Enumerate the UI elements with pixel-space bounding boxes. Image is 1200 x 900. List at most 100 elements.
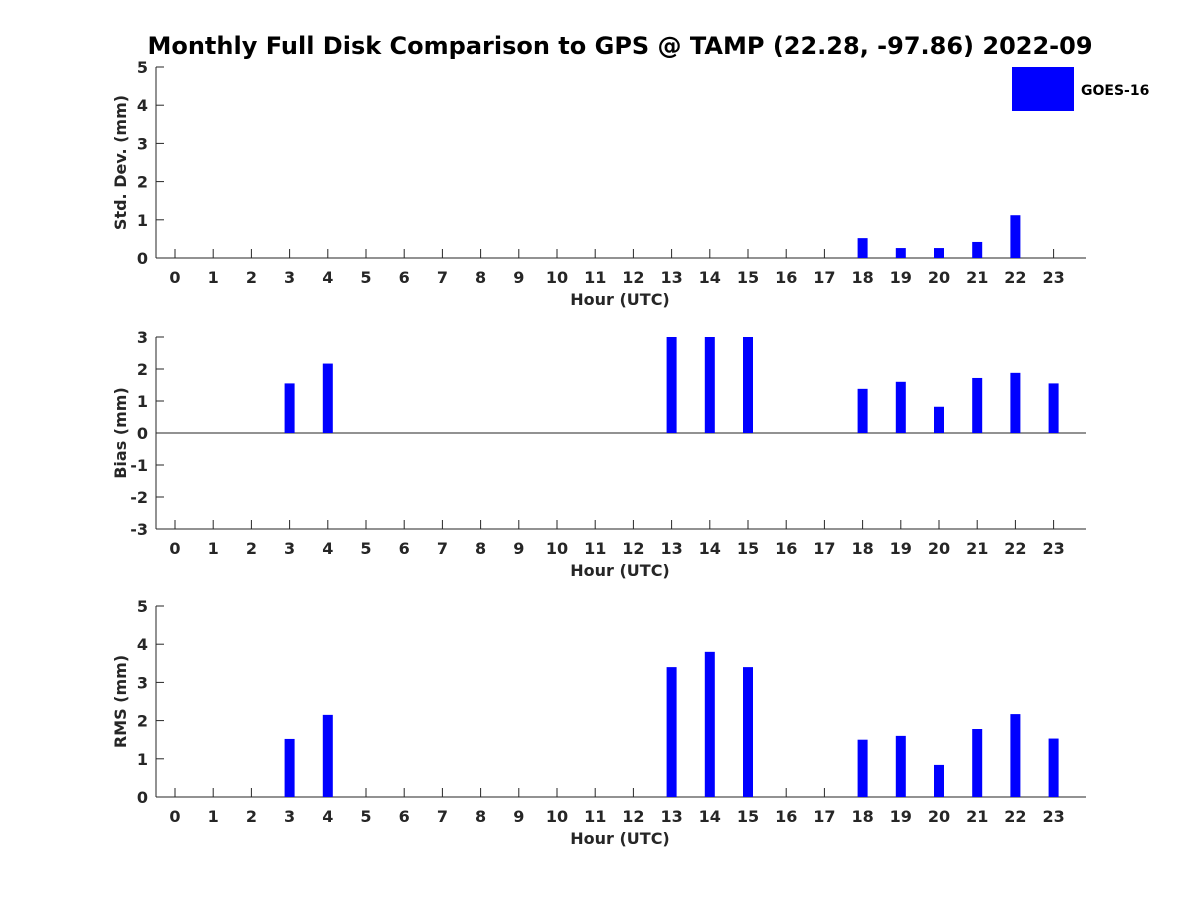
legend-swatch bbox=[1012, 67, 1074, 111]
bar-rms-hour-4 bbox=[322, 714, 333, 797]
x-tick-label: 14 bbox=[699, 268, 721, 287]
bar-std-dev-hour-20 bbox=[934, 248, 944, 258]
y-axis-label: RMS (mm) bbox=[111, 655, 130, 748]
bar-bias-hour-18 bbox=[857, 388, 868, 433]
x-tick-label: 17 bbox=[813, 807, 835, 826]
x-tick-label: 0 bbox=[169, 807, 180, 826]
y-tick-label: 1 bbox=[137, 211, 148, 230]
bar-rms-hour-21 bbox=[972, 729, 983, 797]
bar-bias-hour-14 bbox=[704, 337, 715, 433]
x-tick-label: 18 bbox=[851, 539, 873, 558]
y-tick-label: 4 bbox=[137, 96, 148, 115]
x-tick-label: 3 bbox=[284, 807, 295, 826]
bar-rms-hour-18 bbox=[857, 739, 868, 797]
y-tick-label: 3 bbox=[137, 328, 148, 347]
bar-bias-hour-3 bbox=[284, 383, 295, 433]
bar-bias-hour-20 bbox=[934, 406, 944, 433]
x-tick-label: 4 bbox=[322, 268, 333, 287]
x-tick-label: 18 bbox=[851, 268, 873, 287]
y-axis-label: Std. Dev. (mm) bbox=[111, 95, 130, 230]
y-tick-label: 2 bbox=[137, 712, 148, 731]
bar-bias-hour-22 bbox=[1010, 372, 1021, 433]
y-tick-label: 1 bbox=[137, 750, 148, 769]
bar-std-dev-hour-18 bbox=[857, 238, 868, 258]
x-tick-label: 12 bbox=[622, 807, 644, 826]
x-tick-label: 9 bbox=[513, 807, 524, 826]
x-tick-label: 21 bbox=[966, 539, 988, 558]
x-tick-label: 7 bbox=[437, 807, 448, 826]
bar-rms-hour-22 bbox=[1010, 714, 1021, 797]
y-axis-label: Bias (mm) bbox=[111, 387, 130, 479]
x-tick-label: 23 bbox=[1042, 539, 1064, 558]
x-tick-label: 5 bbox=[360, 539, 371, 558]
x-tick-label: 11 bbox=[584, 539, 606, 558]
x-tick-label: 0 bbox=[169, 539, 180, 558]
x-tick-label: 21 bbox=[966, 268, 988, 287]
y-tick-label: -2 bbox=[130, 488, 148, 507]
bar-bias-hour-13 bbox=[666, 337, 677, 433]
x-tick-label: 4 bbox=[322, 539, 333, 558]
x-tick-label: 7 bbox=[437, 539, 448, 558]
x-tick-label: 6 bbox=[399, 807, 410, 826]
x-tick-label: 0 bbox=[169, 268, 180, 287]
x-tick-label: 17 bbox=[813, 268, 835, 287]
x-tick-label: 5 bbox=[360, 268, 371, 287]
y-tick-label: 0 bbox=[137, 788, 148, 807]
x-tick-label: 1 bbox=[208, 807, 219, 826]
y-tick-label: 2 bbox=[137, 173, 148, 192]
x-tick-label: 19 bbox=[890, 807, 912, 826]
x-tick-label: 13 bbox=[660, 807, 682, 826]
x-tick-label: 10 bbox=[546, 268, 568, 287]
bar-std-dev-hour-19 bbox=[895, 248, 906, 258]
x-tick-label: 6 bbox=[399, 539, 410, 558]
x-tick-label: 8 bbox=[475, 268, 486, 287]
bar-rms-hour-19 bbox=[895, 735, 906, 797]
bar-bias-hour-4 bbox=[322, 363, 333, 433]
x-tick-label: 11 bbox=[584, 807, 606, 826]
x-tick-label: 14 bbox=[699, 807, 721, 826]
y-tick-label: 4 bbox=[137, 635, 148, 654]
x-tick-label: 16 bbox=[775, 268, 797, 287]
x-tick-label: 17 bbox=[813, 539, 835, 558]
y-tick-label: 2 bbox=[137, 360, 148, 379]
y-tick-label: 0 bbox=[137, 424, 148, 443]
x-axis-label: Hour (UTC) bbox=[570, 829, 670, 848]
x-tick-label: 5 bbox=[360, 807, 371, 826]
x-tick-label: 16 bbox=[775, 807, 797, 826]
x-tick-label: 3 bbox=[284, 268, 295, 287]
x-tick-label: 18 bbox=[851, 807, 873, 826]
x-tick-label: 8 bbox=[475, 807, 486, 826]
x-tick-label: 13 bbox=[660, 268, 682, 287]
legend: GOES-16 bbox=[1012, 67, 1149, 111]
bar-rms-hour-3 bbox=[284, 738, 295, 797]
x-tick-label: 14 bbox=[699, 539, 721, 558]
x-tick-label: 21 bbox=[966, 807, 988, 826]
x-tick-label: 22 bbox=[1004, 539, 1026, 558]
x-tick-label: 12 bbox=[622, 268, 644, 287]
x-tick-label: 20 bbox=[928, 807, 950, 826]
x-tick-label: 1 bbox=[208, 539, 219, 558]
bar-rms-hour-14 bbox=[704, 651, 715, 797]
bar-std-dev-hour-21 bbox=[972, 241, 983, 258]
x-tick-label: 3 bbox=[284, 539, 295, 558]
y-tick-label: 5 bbox=[137, 597, 148, 616]
x-tick-label: 6 bbox=[399, 268, 410, 287]
y-tick-label: -1 bbox=[130, 456, 148, 475]
x-axis-label: Hour (UTC) bbox=[570, 561, 670, 580]
x-tick-label: 15 bbox=[737, 807, 759, 826]
x-tick-label: 23 bbox=[1042, 807, 1064, 826]
y-tick-label: 1 bbox=[137, 392, 148, 411]
x-tick-label: 2 bbox=[246, 539, 257, 558]
y-tick-label: 3 bbox=[137, 134, 148, 153]
x-tick-label: 2 bbox=[246, 807, 257, 826]
x-tick-label: 10 bbox=[546, 807, 568, 826]
x-tick-label: 1 bbox=[208, 268, 219, 287]
x-tick-label: 20 bbox=[928, 268, 950, 287]
legend-label: GOES-16 bbox=[1081, 83, 1149, 99]
x-tick-label: 19 bbox=[890, 268, 912, 287]
